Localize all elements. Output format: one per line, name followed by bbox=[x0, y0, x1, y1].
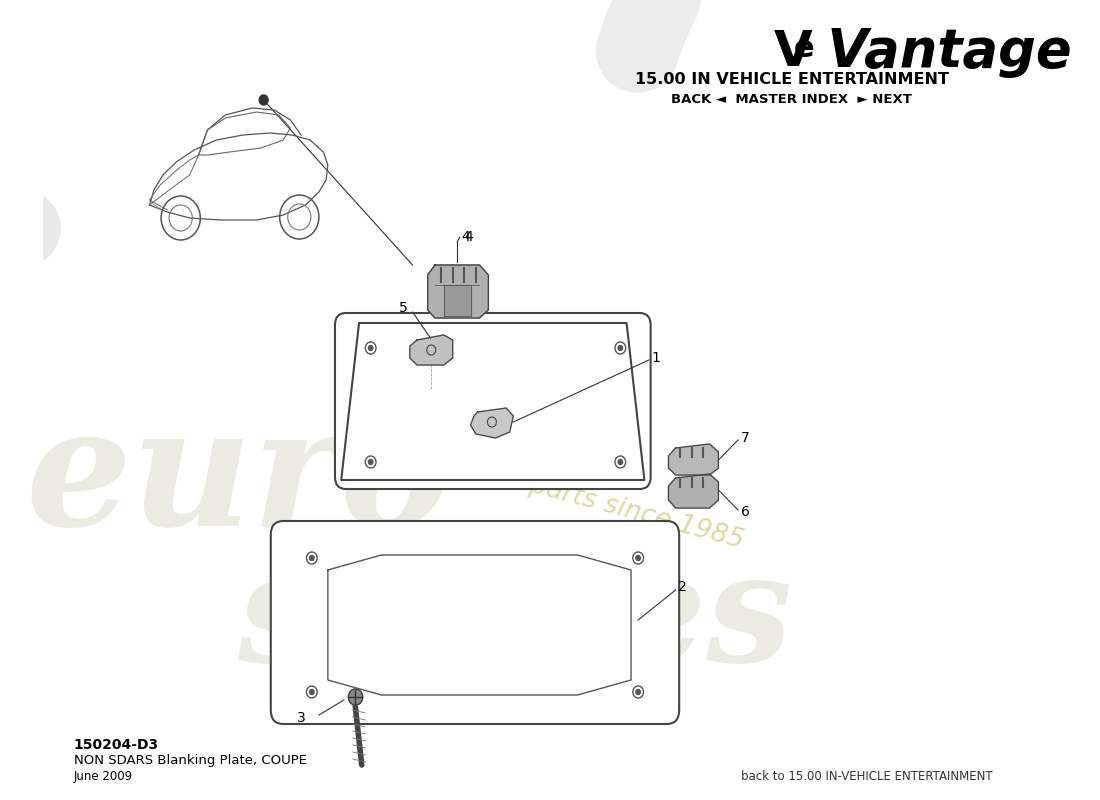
Polygon shape bbox=[410, 335, 453, 365]
Circle shape bbox=[636, 690, 640, 694]
Polygon shape bbox=[669, 474, 718, 508]
FancyBboxPatch shape bbox=[271, 521, 679, 724]
Text: é: é bbox=[794, 34, 815, 63]
Text: 4: 4 bbox=[464, 230, 473, 244]
Circle shape bbox=[368, 459, 373, 465]
Polygon shape bbox=[443, 285, 471, 316]
Text: BACK ◄  MASTER INDEX  ► NEXT: BACK ◄ MASTER INDEX ► NEXT bbox=[671, 93, 912, 106]
Circle shape bbox=[349, 689, 363, 705]
Circle shape bbox=[636, 555, 640, 561]
Text: 15.00 IN VEHICLE ENTERTAINMENT: 15.00 IN VEHICLE ENTERTAINMENT bbox=[635, 72, 948, 87]
Circle shape bbox=[309, 555, 313, 561]
FancyBboxPatch shape bbox=[336, 313, 650, 489]
Text: NON SDARS Blanking Plate, COUPE: NON SDARS Blanking Plate, COUPE bbox=[74, 754, 307, 767]
Text: 7: 7 bbox=[740, 431, 749, 445]
Circle shape bbox=[260, 95, 268, 105]
Circle shape bbox=[618, 346, 623, 350]
Text: Vantage: Vantage bbox=[810, 26, 1072, 78]
Text: 2: 2 bbox=[679, 580, 688, 594]
Text: a passion for parts since 1985: a passion for parts since 1985 bbox=[355, 426, 747, 554]
Text: euro: euro bbox=[25, 399, 452, 561]
Polygon shape bbox=[428, 265, 488, 318]
Text: 4: 4 bbox=[462, 230, 471, 244]
Text: 150204-D3: 150204-D3 bbox=[74, 738, 158, 752]
Text: spares: spares bbox=[238, 546, 793, 694]
Text: June 2009: June 2009 bbox=[74, 770, 133, 783]
Text: V: V bbox=[773, 28, 813, 76]
Polygon shape bbox=[471, 408, 514, 438]
Circle shape bbox=[368, 346, 373, 350]
Text: 6: 6 bbox=[740, 505, 749, 519]
Text: 5: 5 bbox=[399, 301, 408, 315]
Text: 1: 1 bbox=[651, 351, 660, 365]
Polygon shape bbox=[341, 323, 645, 480]
Polygon shape bbox=[669, 444, 718, 475]
Text: back to 15.00 IN-VEHICLE ENTERTAINMENT: back to 15.00 IN-VEHICLE ENTERTAINMENT bbox=[740, 770, 992, 783]
Circle shape bbox=[309, 690, 313, 694]
Text: 3: 3 bbox=[297, 711, 306, 725]
Circle shape bbox=[618, 459, 623, 465]
